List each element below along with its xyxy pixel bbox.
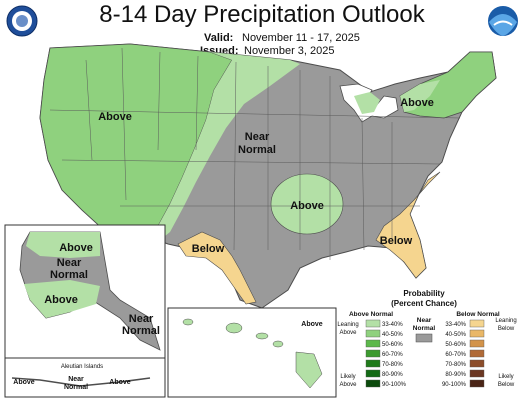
legend-likely-above-1: Likely	[340, 374, 355, 380]
legend-near-swatch	[415, 333, 433, 343]
label-mid-above: Above	[290, 200, 324, 212]
legend-above-swatch-5	[365, 369, 381, 378]
legend-below-swatch-4	[469, 359, 485, 368]
legend-above-bin-3: 60-70%	[382, 352, 403, 358]
legend-above-bin-2: 50-60%	[382, 342, 403, 348]
legend-above-swatch-2	[365, 339, 381, 348]
alaska-label-near-2: Normal	[50, 269, 88, 281]
label-northeast-above: Above	[400, 97, 434, 109]
legend-below-swatch-3	[469, 349, 485, 358]
legend-below-swatch-2	[469, 339, 485, 348]
alaska-south-above	[24, 280, 100, 318]
southeast-below-region	[375, 171, 441, 279]
alaska-north-above	[26, 232, 100, 258]
legend-below-bin-1: 40-50%	[445, 332, 466, 338]
west-leaning-band	[152, 52, 300, 240]
legend-below-bin-0: 33-40%	[445, 322, 466, 328]
aleutian-near-2: Normal	[64, 384, 88, 391]
legend-below-bin-6: 90-100%	[442, 382, 467, 388]
legend-above-swatch-1	[365, 329, 381, 338]
valid-label: Valid:	[204, 32, 233, 44]
page-title: 8-14 Day Precipitation Outlook	[99, 1, 426, 28]
mid-above-region	[270, 173, 344, 235]
legend-below-swatch-1	[469, 329, 485, 338]
label-west-above: Above	[98, 111, 132, 123]
legend-leaning-above-2: Above	[339, 330, 357, 336]
aleutian-inset-frame	[4, 357, 166, 398]
legend-below-bin-2: 50-60%	[445, 342, 466, 348]
michigan-above-region	[354, 92, 380, 114]
legend-below-swatches: 33-40% 40-50% 50-60% 60-70% 70-80% 80-90% 90-1…	[442, 319, 485, 388]
aleutian-near-1: Near	[68, 376, 84, 383]
legend-above-swatches: 33-40% 40-50% 50-60% 60-70% 70-80% 80-90% 90-1…	[365, 319, 407, 388]
legend-below-bin-5: 80-90%	[445, 372, 466, 378]
legend-title-1: Probability	[403, 289, 445, 298]
legend-above-bin-4: 70-80%	[382, 362, 403, 368]
legend-leaning-below-1: Leaning	[495, 318, 516, 324]
state-borders	[49, 47, 461, 260]
legend-title-2: (Percent Chance)	[391, 299, 457, 308]
alaska-label-panhandle-2: Normal	[122, 325, 160, 337]
noaa-logo	[488, 6, 518, 36]
legend-likely-above-2: Above	[339, 382, 357, 388]
legend-above-swatch-3	[365, 349, 381, 358]
legend-above-bin-6: 90-100%	[382, 382, 407, 388]
label-central-near-1: Near	[245, 131, 270, 143]
texas-below-region	[177, 231, 257, 305]
legend-above-bin-0: 33-40%	[382, 322, 403, 328]
dept-commerce-logo	[6, 5, 38, 37]
legend-below-header: Below Normal	[456, 311, 500, 318]
alaska-label-near-1: Near	[57, 257, 82, 269]
legend-below-swatch-6	[469, 379, 485, 388]
legend-below-bin-4: 70-80%	[445, 362, 466, 368]
legend-above-bin-5: 80-90%	[382, 372, 403, 378]
legend-below-bin-3: 60-70%	[445, 352, 466, 358]
aleutian-title: Aleutian Islands	[61, 364, 103, 370]
legend-above-bin-1: 40-50%	[382, 332, 403, 338]
legend-above-swatch-0	[365, 319, 381, 328]
valid-dates: November 11 - 17, 2025	[242, 32, 360, 44]
label-central-near-2: Normal	[238, 144, 276, 156]
hawaii-label-above: Above	[301, 321, 323, 328]
northeast-leaning-band	[400, 80, 440, 112]
alaska-label-north: Above	[59, 242, 93, 254]
aleutian-right-above: Above	[109, 379, 131, 386]
label-texas-below: Below	[192, 243, 225, 255]
legend-leaning-above-1: Leaning	[337, 322, 358, 328]
legend-likely-below-2: Below	[498, 382, 515, 388]
legend-above-header: Above Normal	[349, 311, 393, 318]
alaska-label-south: Above	[44, 294, 78, 306]
legend-near-1: Near	[417, 317, 432, 324]
label-southeast-below: Below	[380, 235, 413, 247]
legend: Probability (Percent Chance) Above Norma…	[337, 289, 516, 388]
legend-below-swatch-0	[469, 319, 485, 328]
legend-above-swatch-4	[365, 359, 381, 368]
aleutian-islands-shape	[11, 377, 151, 387]
alaska-label-panhandle-1: Near	[129, 313, 154, 325]
aleutian-left-above: Above	[13, 379, 35, 386]
legend-likely-below-1: Likely	[498, 374, 513, 380]
legend-above-swatch-6	[365, 379, 381, 388]
legend-below-swatch-5	[469, 369, 485, 378]
legend-near-2: Normal	[413, 325, 436, 332]
northeast-above-region	[399, 51, 497, 119]
issued-date: November 3, 2025	[244, 45, 335, 57]
legend-leaning-below-2: Below	[498, 326, 515, 332]
hawaii-islands	[182, 318, 323, 389]
